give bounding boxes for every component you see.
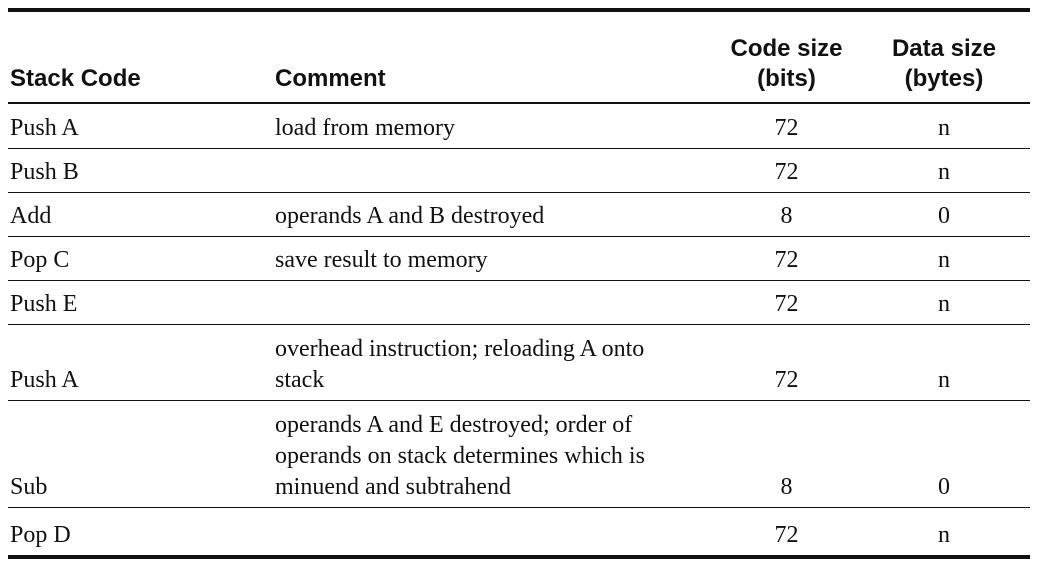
header-code-size-line1: Code size <box>730 35 843 62</box>
cell-data-size: n <box>858 148 1030 193</box>
cell-data-size: n <box>858 280 1030 325</box>
comment-line: overhead instruction; reloading A onto <box>275 335 645 362</box>
table-row: Add operands A and B destroyed 8 0 <box>8 192 1030 237</box>
cell-comment: save result to memory <box>275 236 715 281</box>
cell-comment: load from memory <box>275 103 715 149</box>
cell-code-size: 72 <box>715 148 858 193</box>
header-row: Stack Code Comment Code size (bits) Data… <box>8 10 1030 104</box>
header-code-size-line2: (bits) <box>757 65 816 92</box>
comment-line: load from memory <box>275 114 455 141</box>
cell-data-size: n <box>858 236 1030 281</box>
table-row: Pop D 72 n <box>8 507 1030 559</box>
comment-line: operands A and E destroyed; order of <box>275 411 633 438</box>
header-data-size-line2: (bytes) <box>904 65 984 92</box>
header-data-size-line1: Data size <box>891 35 997 62</box>
cell-comment: overhead instruction; reloading A onto s… <box>275 324 715 401</box>
header-stack-code: Stack Code <box>8 10 275 104</box>
cell-code-size: 72 <box>715 280 858 325</box>
cell-comment: operands A and B destroyed <box>275 192 715 237</box>
cell-code-size: 72 <box>715 324 858 401</box>
cell-data-size: 0 <box>858 192 1030 237</box>
cell-code-size: 8 <box>715 400 858 508</box>
cell-stack-code: Push B <box>8 148 275 193</box>
table-row: Push A load from memory 72 n <box>8 103 1030 149</box>
header-data-size: Data size (bytes) <box>858 10 1030 104</box>
comment-line: stack <box>275 366 325 393</box>
table-row: Push B 72 n <box>8 148 1030 193</box>
cell-stack-code: Pop D <box>8 507 275 559</box>
cell-stack-code: Pop C <box>8 236 275 281</box>
cell-data-size: 0 <box>858 400 1030 508</box>
comment-line: minuend and subtrahend <box>275 473 511 500</box>
header-code-size: Code size (bits) <box>715 10 858 104</box>
comment-line: operands A and B destroyed <box>275 202 545 229</box>
cell-stack-code: Push E <box>8 280 275 325</box>
stack-code-table: Stack Code Comment Code size (bits) Data… <box>8 8 1030 559</box>
cell-code-size: 72 <box>715 103 858 149</box>
cell-stack-code: Sub <box>8 400 275 508</box>
cell-data-size: n <box>858 324 1030 401</box>
cell-comment: operands A and E destroyed; order of ope… <box>275 400 715 508</box>
cell-stack-code: Push A <box>8 324 275 401</box>
table-row: Push A overhead instruction; reloading A… <box>8 324 1030 401</box>
table-header: Stack Code Comment Code size (bits) Data… <box>8 10 1030 104</box>
table-body: Push A load from memory 72 n Push B 72 n… <box>8 103 1030 559</box>
table-row: Push E 72 n <box>8 280 1030 325</box>
cell-stack-code: Push A <box>8 103 275 149</box>
cell-code-size: 72 <box>715 507 858 559</box>
cell-code-size: 8 <box>715 192 858 237</box>
cell-comment <box>275 280 715 325</box>
cell-code-size: 72 <box>715 236 858 281</box>
cell-stack-code: Add <box>8 192 275 237</box>
comment-line: operands on stack determines which is <box>275 442 645 469</box>
cell-comment <box>275 148 715 193</box>
cell-comment <box>275 507 715 559</box>
table-row: Sub operands A and E destroyed; order of… <box>8 400 1030 508</box>
table-row: Pop C save result to memory 72 n <box>8 236 1030 281</box>
cell-data-size: n <box>858 507 1030 559</box>
comment-line: save result to memory <box>275 246 488 273</box>
cell-data-size: n <box>858 103 1030 149</box>
header-comment: Comment <box>275 10 715 104</box>
